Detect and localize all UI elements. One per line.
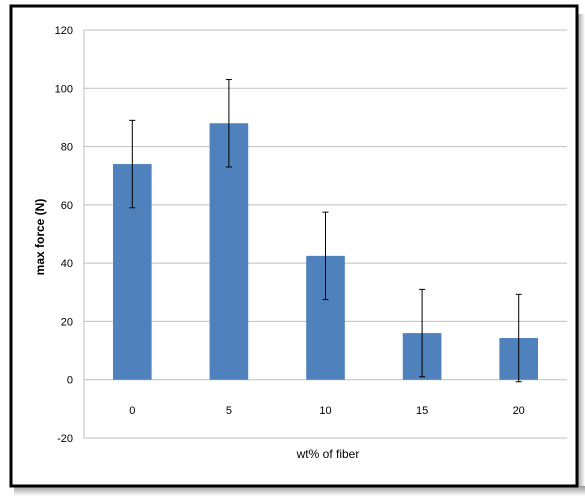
x-axis-title: wt% of fiber [296, 447, 360, 461]
y-tick-label: 60 [61, 200, 73, 212]
x-tick-label: 15 [416, 405, 428, 417]
x-tick-label: 20 [513, 405, 525, 417]
y-tick-label: 20 [61, 316, 73, 328]
y-tick-label: 0 [67, 375, 73, 387]
frame-shadow-right [577, 14, 585, 490]
chart-border [9, 4, 579, 488]
y-tick-label: 80 [61, 142, 73, 154]
y-tick-label: -20 [57, 433, 73, 445]
x-tick-label: 5 [226, 405, 232, 417]
frame-shadow-bottom [14, 486, 585, 496]
error-bars [129, 79, 522, 383]
x-tick-label: 10 [319, 405, 331, 417]
y-tick-label: 120 [55, 25, 73, 37]
x-tick-label: 0 [129, 405, 135, 417]
y-axis-title: max force (N) [33, 199, 47, 276]
y-tick-label: 100 [55, 83, 73, 95]
y-axis-ticks: -20 0 20 40 60 80 100 120 [55, 25, 73, 445]
y-tick-label: 40 [61, 258, 73, 270]
x-axis-ticks: 0 5 10 15 20 [129, 405, 525, 417]
